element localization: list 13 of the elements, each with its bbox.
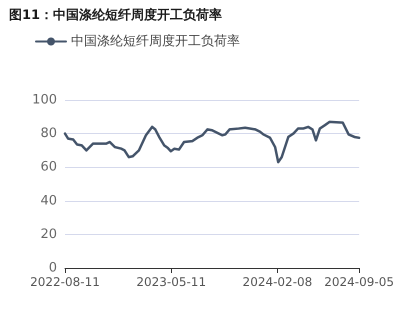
x-tick-label: 2024-02-08 bbox=[242, 275, 312, 289]
x-tick-label: 2023-05-11 bbox=[136, 275, 206, 289]
x-tick-label: 2022-08-11 bbox=[30, 275, 100, 289]
x-tick-label: 2024-09-05 bbox=[324, 275, 394, 289]
line-series bbox=[64, 120, 360, 164]
y-tick-label: 40 bbox=[40, 193, 57, 208]
y-tick-label: 20 bbox=[40, 226, 57, 242]
y-tick-label: 100 bbox=[32, 92, 57, 108]
y-tick-label: 60 bbox=[40, 160, 57, 175]
legend-label: 中国涤纶短纤周度开工负荷率 bbox=[71, 33, 240, 49]
chart-title: 图11：中国涤纶短纤周度开工负荷率 bbox=[9, 7, 222, 23]
y-tick-label: 0 bbox=[48, 260, 57, 276]
y-tick-label: 80 bbox=[40, 126, 57, 142]
